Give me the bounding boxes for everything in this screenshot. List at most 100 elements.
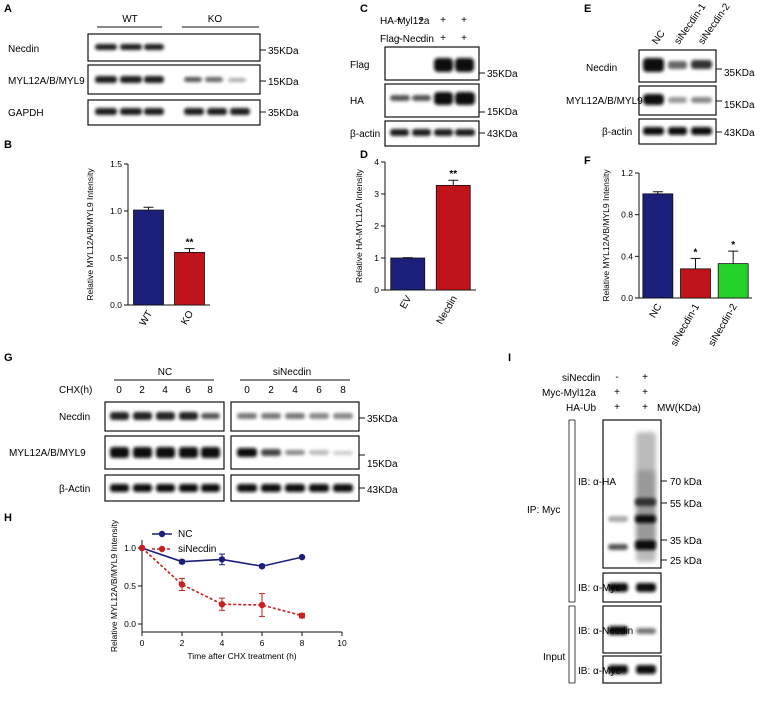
panel-a-letter: A — [4, 3, 12, 15]
chart-h-xtick-0: 0 — [140, 638, 145, 648]
panel-g-times: 0 0 2 2 4 4 6 6 8 8 — [116, 385, 346, 396]
blot-g-label-2: β-Actin — [59, 484, 90, 495]
chart-f-cat-0: NC — [648, 302, 665, 320]
cond-i-0-1: + — [642, 372, 648, 383]
chart-h-legend-marker-0 — [158, 530, 166, 538]
cond-c-0-3: + — [461, 15, 467, 26]
chart-h-ytick-2: 1.0 — [124, 543, 136, 553]
panel-i-cond-0: siNecdin — [562, 373, 600, 384]
panel-i: I siNecdin Myc-Myl12a HA-Ub - + + + + + MW(KD… — [508, 352, 702, 684]
chart-f-ytick-2: 0.8 — [621, 210, 633, 220]
chart-f-ylabel: Relative MYL12A/B/MYL9 Intensity — [601, 169, 611, 302]
blot-e-label-1: MYL12A/B/MYL9 — [566, 96, 643, 107]
cond-c-1-2: + — [440, 33, 446, 44]
time-nc-3: 6 — [185, 385, 191, 396]
cond-c-1-0: - — [397, 33, 400, 44]
chart-b-ytick-1: 0.5 — [110, 253, 122, 263]
chart-f: 0.0 0.4 0.8 1.2 Relative MYL12A/B/MYL9 Inten… — [601, 168, 752, 348]
blot-a-label-1: MYL12A/B/MYL9 — [8, 76, 85, 87]
cond-i-1-0: + — [614, 387, 620, 398]
chart-f-bar-0 — [642, 193, 674, 299]
cond-i-2-0: + — [614, 402, 620, 413]
cond-i-2-1: + — [642, 402, 648, 413]
lane-e-0: NC — [650, 29, 667, 47]
chart-h-point-1-1 — [178, 581, 186, 588]
chart-d-cat-1: Necdin — [435, 294, 460, 326]
time-si-1: 2 — [268, 385, 274, 396]
chart-b-ytick-3: 1.5 — [110, 159, 122, 169]
chart-f-cat-2: siNecdin-2 — [707, 302, 740, 349]
blot-a-mw-0: 35KDa — [268, 46, 299, 57]
time-nc-1: 2 — [139, 385, 145, 396]
chart-b: 0.0 0.5 1.0 1.5 Relative MYL12A/B/MYL9 Inten… — [85, 159, 210, 328]
chart-h-xtick-2: 4 — [220, 638, 225, 648]
chart-h-legend-marker-1 — [158, 545, 166, 553]
blot-a-label-0: Necdin — [8, 44, 39, 55]
blot-c-mw-2: 43KDa — [487, 129, 518, 140]
panel-g: G NC siNecdin CHX(h) 0 0 2 2 4 4 6 6 8 8 — [4, 352, 398, 502]
panel-i-ip-label: IP: Myc — [527, 505, 560, 516]
chart-h-xlabel: Time after CHX treatment (h) — [187, 651, 296, 661]
chart-h-point-0-4 — [298, 553, 306, 561]
chart-f-ytick-1: 0.4 — [621, 251, 633, 261]
chart-b-sig-1: ** — [186, 238, 194, 249]
blot-e-mw-1: 15KDa — [724, 100, 755, 111]
chart-d-ytick-1: 1 — [374, 253, 379, 263]
chart-d-sig-1: ** — [449, 169, 457, 180]
chart-h-ylabel: Relative MYL12A/B/MYL9 Intensity — [109, 519, 119, 652]
panel-c: C HA-Myl12a Flag-Necdin + + + + - - + + Flag HA… — [350, 3, 518, 147]
panel-h-letter: H — [4, 512, 12, 524]
chart-d-bar-0 — [390, 257, 426, 291]
chart-d: 0 1 2 3 4 Relative HA-MYL12A Intensity EV ** Nec… — [354, 157, 476, 326]
blot-i-marker-0: 70 kDa — [670, 477, 702, 488]
panel-g-group-sinecdin: siNecdin — [273, 367, 311, 378]
panel-i-cond-1: Myc-Myl12a — [542, 388, 596, 399]
chart-b-bar-1 — [174, 251, 205, 306]
chart-h-point-1-3 — [258, 601, 266, 609]
chart-h-ytick-1: 0.5 — [124, 581, 136, 591]
panel-i-letter: I — [508, 352, 511, 364]
chart-h-point-0-3 — [258, 563, 266, 570]
chart-h-point-1-0 — [138, 544, 146, 552]
chart-h: 0.0 0.5 1.0 0 2 4 6 8 10 Time after CHX treatment… — [109, 519, 347, 661]
cond-c-1-3: + — [461, 33, 467, 44]
chart-h-point-1-2 — [218, 601, 226, 608]
chart-h-legend-label-1: siNecdin — [178, 544, 216, 555]
time-si-3: 6 — [316, 385, 322, 396]
panel-i-cond-2: HA-Ub — [566, 403, 596, 414]
blot-i-ib-1: IB: α-Myc — [578, 583, 620, 594]
time-nc-4: 8 — [207, 385, 213, 396]
panel-f: F 0.0 0.4 0.8 1.2 Relative MYL12A/B/MYL9 Int… — [584, 155, 752, 348]
cond-c-0-0: + — [396, 15, 402, 26]
panel-c-cond-1: Flag-Necdin — [380, 34, 434, 45]
blot-e-mw-2: 43KDa — [724, 128, 755, 139]
blot-i-ib-2: IB: α-Necdin — [578, 626, 633, 637]
chart-b-ytick-0: 0.0 — [110, 300, 122, 310]
blot-g-label-0: Necdin — [59, 412, 90, 423]
chart-d-cat-0: EV — [398, 294, 414, 311]
panel-i-input-label: Input — [543, 652, 565, 663]
chart-h-point-0-2 — [218, 556, 226, 563]
chart-f-sig-2: * — [731, 240, 735, 251]
time-si-4: 8 — [340, 385, 346, 396]
panel-c-letter: C — [360, 3, 368, 15]
blot-i-ib-0: IB: α-HA — [578, 477, 616, 488]
blot-i-ib-3: IB: α-Myc — [578, 666, 620, 677]
cond-c-0-1: + — [418, 15, 424, 26]
blot-a-mw-1: 15KDa — [268, 77, 299, 88]
panel-d: D 0 1 2 3 4 Relative HA-MYL12A Intensity EV ** N… — [354, 149, 476, 326]
chart-f-cat-1: siNecdin-1 — [669, 302, 702, 349]
chart-b-ylabel: Relative MYL12A/B/MYL9 Intensity — [85, 168, 95, 301]
panel-g-letter: G — [4, 352, 13, 364]
cond-c-0-2: + — [440, 15, 446, 26]
chart-h-xtick-1: 2 — [180, 638, 185, 648]
blot-c-label-2: β-actin — [350, 129, 380, 140]
chart-b-ytick-2: 1.0 — [110, 206, 122, 216]
chart-d-ylabel: Relative HA-MYL12A Intensity — [354, 168, 364, 283]
chart-f-ytick-3: 1.2 — [621, 168, 633, 178]
chart-f-ytick-0: 0.0 — [621, 293, 633, 303]
chart-b-cat-1: KO — [179, 309, 196, 327]
blot-i-marker-1: 55 kDa — [670, 499, 702, 510]
